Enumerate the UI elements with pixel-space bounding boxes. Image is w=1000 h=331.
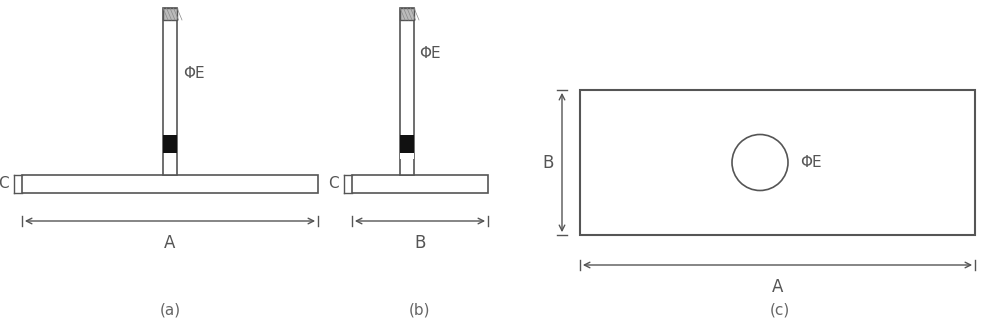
Text: (b): (b) xyxy=(409,303,431,317)
Text: C: C xyxy=(0,176,9,192)
Bar xyxy=(163,135,177,153)
Text: (c): (c) xyxy=(770,303,790,317)
Bar xyxy=(400,8,414,20)
Text: ΦE: ΦE xyxy=(419,45,441,61)
Text: ΦE: ΦE xyxy=(183,66,205,80)
Text: B: B xyxy=(414,234,426,252)
Bar xyxy=(400,153,414,159)
Bar xyxy=(580,90,975,235)
Bar xyxy=(400,135,414,153)
Text: A: A xyxy=(164,234,176,252)
Text: C: C xyxy=(328,176,339,192)
Text: B: B xyxy=(543,154,554,171)
Text: A: A xyxy=(772,278,783,296)
Bar xyxy=(352,175,488,193)
Text: (a): (a) xyxy=(159,303,181,317)
Bar xyxy=(163,8,177,20)
Text: ΦE: ΦE xyxy=(800,155,822,170)
Bar xyxy=(163,8,177,175)
Circle shape xyxy=(732,134,788,191)
Bar xyxy=(400,8,414,175)
Bar xyxy=(22,175,318,193)
